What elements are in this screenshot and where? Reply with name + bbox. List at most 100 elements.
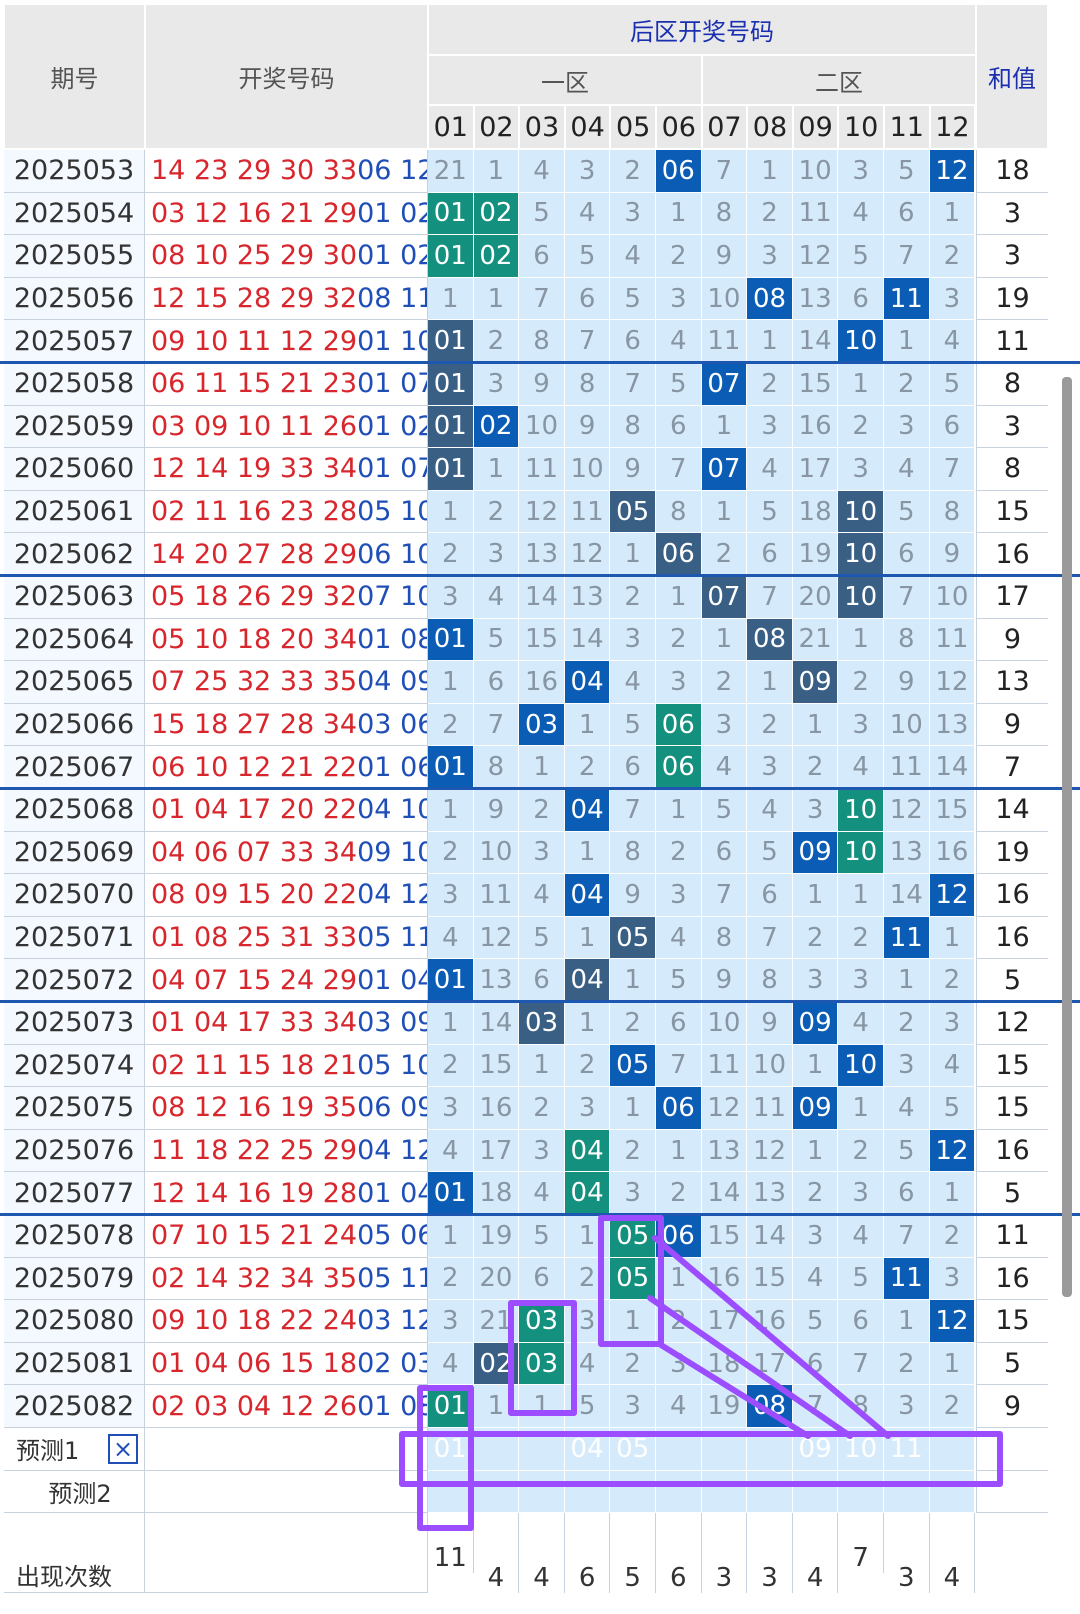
front-numbers: 01 04 17 20 22 — [151, 794, 358, 826]
miss-cell: 3 — [838, 448, 884, 491]
group-separator — [0, 361, 1080, 364]
miss-cell: 6 — [610, 320, 656, 363]
miss-cell: 4 — [610, 235, 656, 278]
sum-cell: 18 — [976, 150, 1048, 193]
draw-numbers: 01 04 17 33 34 03 09 — [145, 1002, 428, 1045]
hit-cell: 01 — [428, 1172, 474, 1215]
hit-cell: 11 — [884, 1257, 930, 1301]
miss-cell: 3 — [428, 576, 474, 619]
miss-cell: 6 — [656, 405, 702, 449]
prediction-2-cell[interactable] — [473, 1470, 520, 1514]
miss-cell: 4 — [656, 1385, 702, 1428]
miss-cell: 9 — [747, 1002, 793, 1045]
miss-cell: 6 — [519, 959, 565, 1002]
annotation-box-01 — [417, 1385, 474, 1531]
miss-cell: 10 — [929, 576, 976, 619]
miss-cell: 1 — [747, 661, 793, 704]
vertical-scrollbar[interactable] — [1062, 377, 1072, 1297]
prediction-2-cell[interactable] — [656, 1470, 702, 1514]
sum-cell: 15 — [976, 1300, 1048, 1343]
miss-cell: 1 — [701, 405, 748, 449]
miss-cell: 16 — [792, 405, 839, 449]
count-cell: 4 — [929, 1513, 976, 1594]
prediction-2-cell[interactable] — [519, 1470, 565, 1514]
miss-cell: 4 — [747, 448, 793, 491]
miss-cell: 2 — [929, 235, 976, 278]
hit-cell: 03 — [519, 1002, 565, 1045]
hit-cell: 02 — [473, 235, 520, 278]
col-header-08: 08 — [747, 105, 793, 149]
miss-cell: 3 — [519, 831, 565, 875]
miss-cell: 5 — [792, 1300, 839, 1343]
miss-cell: 9 — [929, 533, 976, 576]
miss-cell: 1 — [884, 1300, 930, 1343]
miss-cell: 10 — [884, 703, 930, 747]
draw-numbers: 02 03 04 12 26 01 08 — [145, 1385, 428, 1428]
miss-cell: 13 — [792, 277, 839, 321]
draw-numbers: 11 18 22 25 29 04 12 — [145, 1129, 428, 1173]
miss-cell: 5 — [747, 490, 793, 534]
miss-cell: 4 — [929, 320, 976, 363]
col-header-03: 03 — [519, 105, 565, 149]
front-numbers: 01 08 25 31 33 — [151, 922, 358, 954]
back-numbers: 05 11 — [357, 922, 428, 954]
hit-cell: 10 — [838, 533, 884, 576]
miss-cell: 2 — [929, 959, 976, 1002]
miss-cell: 3 — [929, 277, 976, 321]
miss-cell: 11 — [564, 490, 611, 534]
hit-cell: 01 — [428, 320, 474, 363]
miss-cell: 2 — [929, 1385, 976, 1428]
miss-cell: 3 — [929, 1002, 976, 1045]
miss-cell: 2 — [929, 1215, 976, 1258]
hit-cell: 06 — [656, 533, 702, 576]
back-numbers: 03 09 — [357, 1007, 428, 1039]
miss-cell: 1 — [792, 703, 839, 747]
miss-cell: 1 — [838, 618, 884, 662]
sum-cell: 19 — [976, 277, 1048, 321]
miss-cell: 10 — [564, 448, 611, 491]
close-icon[interactable]: × — [108, 1434, 138, 1464]
miss-cell: 15 — [747, 1257, 793, 1301]
miss-cell: 5 — [610, 277, 656, 321]
miss-cell: 1 — [564, 831, 611, 875]
miss-cell: 8 — [884, 618, 930, 662]
prediction-2-cell[interactable] — [747, 1470, 793, 1514]
miss-cell: 6 — [929, 405, 976, 449]
miss-cell: 4 — [884, 448, 930, 491]
prediction-2-cell[interactable] — [564, 1470, 611, 1514]
miss-cell: 8 — [838, 1385, 884, 1428]
hit-cell: 09 — [792, 1087, 839, 1130]
prediction-2-cell[interactable] — [929, 1470, 976, 1514]
period-cell: 2025077 — [4, 1172, 145, 1215]
draw-numbers: 01 08 25 31 33 05 11 — [145, 916, 428, 960]
front-numbers: 12 14 16 19 28 — [151, 1177, 358, 1209]
prediction-2-cell[interactable] — [838, 1470, 884, 1514]
back-numbers: 06 10 — [357, 538, 428, 570]
miss-cell: 5 — [929, 1087, 976, 1130]
prediction-2-cell[interactable] — [792, 1470, 839, 1514]
hit-cell: 01 — [428, 363, 474, 406]
period-cell: 2025057 — [4, 320, 145, 363]
prediction-2-cell[interactable] — [884, 1470, 930, 1514]
miss-cell: 1 — [428, 1215, 474, 1258]
miss-cell: 2 — [792, 916, 839, 960]
front-numbers: 09 10 18 22 24 — [151, 1305, 358, 1337]
prediction-2-cell[interactable] — [701, 1470, 748, 1514]
hit-cell: 04 — [564, 1172, 611, 1215]
hit-cell: 10 — [838, 576, 884, 619]
miss-cell: 4 — [656, 916, 702, 960]
miss-cell: 11 — [701, 1044, 748, 1088]
sum-cell: 16 — [976, 874, 1048, 917]
miss-cell: 2 — [610, 150, 656, 193]
miss-cell: 2 — [884, 1342, 930, 1386]
miss-cell: 7 — [610, 363, 656, 406]
miss-cell: 5 — [838, 1257, 884, 1301]
miss-cell: 4 — [838, 746, 884, 789]
miss-cell: 2 — [428, 1044, 474, 1088]
miss-cell: 14 — [884, 874, 930, 917]
period-cell: 2025068 — [4, 789, 145, 832]
miss-cell: 1 — [656, 576, 702, 619]
hit-cell: 05 — [610, 916, 656, 960]
prediction-2-cell[interactable] — [610, 1470, 656, 1514]
